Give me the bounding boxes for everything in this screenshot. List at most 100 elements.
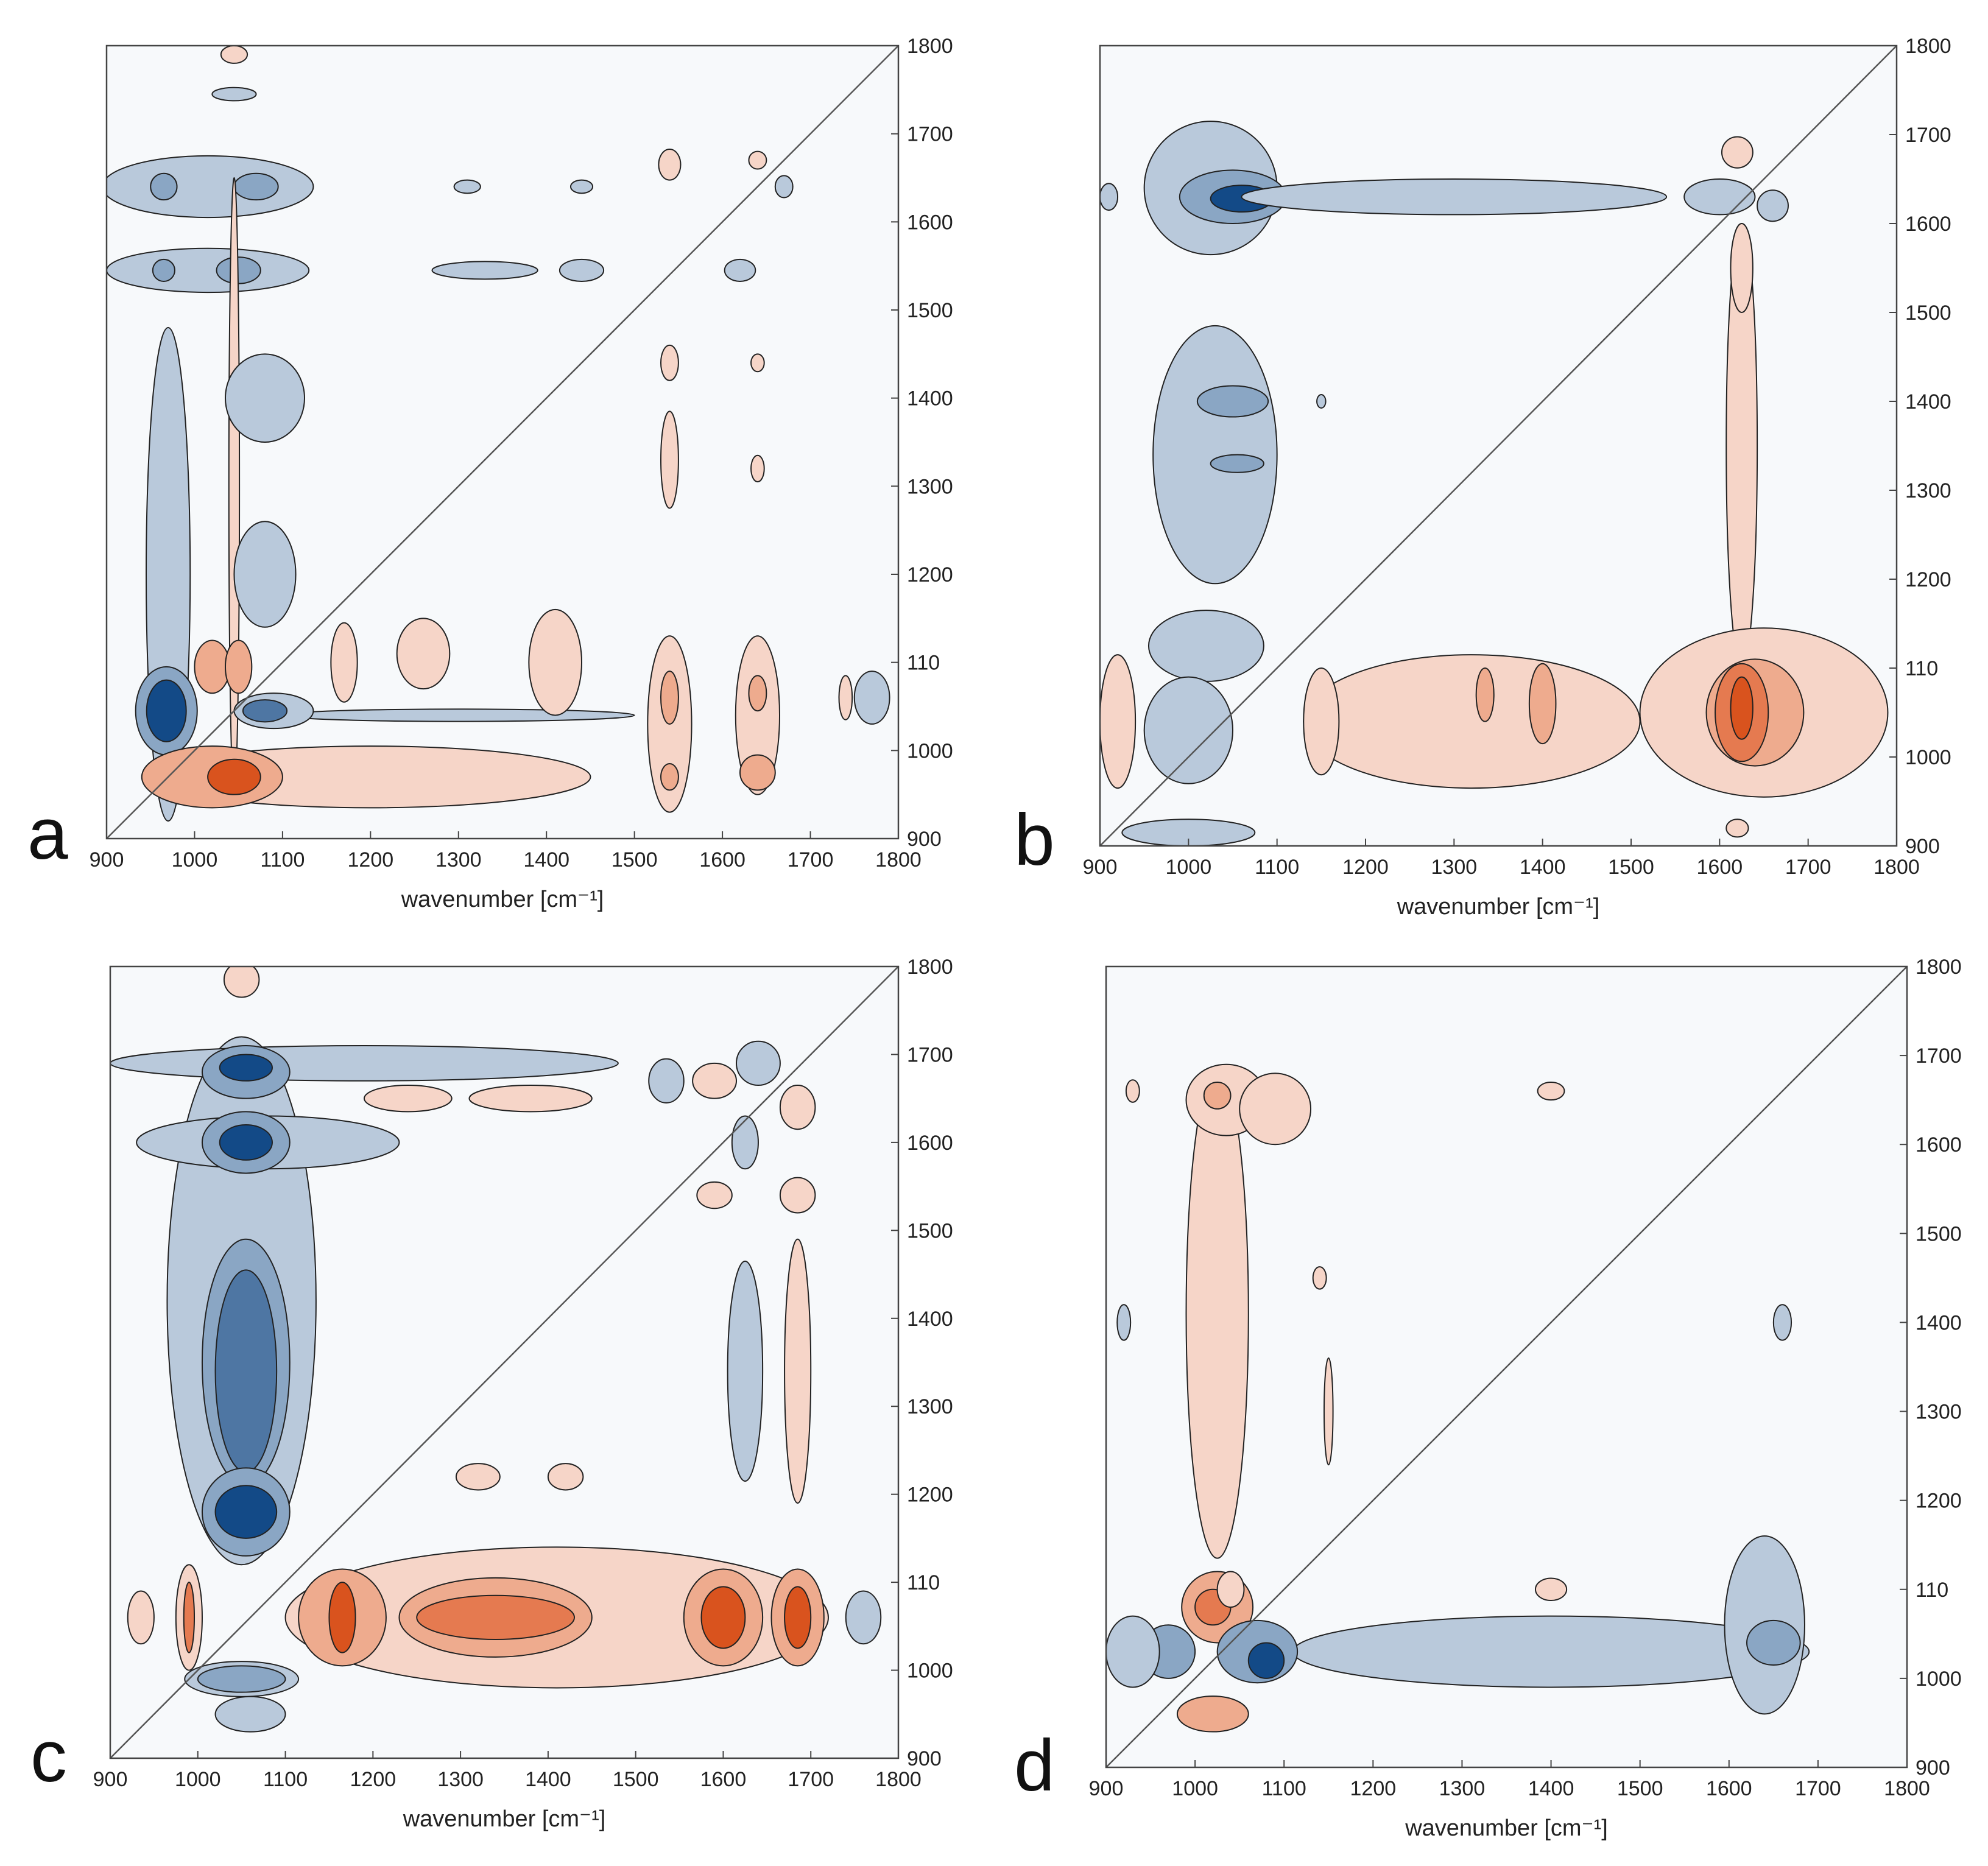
contour-region <box>660 671 679 725</box>
x-tick-label: 1400 <box>525 1768 571 1791</box>
contour-region <box>1216 1571 1245 1608</box>
y-tick-label: 1700 <box>1905 124 1951 147</box>
y-tick-label: 110 <box>907 652 940 675</box>
contour-region <box>784 1238 812 1504</box>
contour-region <box>211 86 257 102</box>
y-tick-label: 110 <box>1905 657 1938 680</box>
contour-region <box>1537 1081 1565 1101</box>
x-axis-label: wavenumber [cm⁻¹] <box>403 1806 606 1832</box>
y-tick-label: 1500 <box>907 1219 953 1242</box>
plot-frame <box>1099 44 1898 847</box>
contour-region <box>1239 1072 1312 1146</box>
contour-region <box>660 763 679 791</box>
contour-region <box>214 1485 278 1539</box>
plot-frame <box>109 965 900 1759</box>
x-tick-label: 900 <box>1083 856 1118 879</box>
x-axis-label: wavenumber [cm⁻¹] <box>401 887 604 912</box>
contour-region <box>1247 1642 1285 1679</box>
y-tick-label: 1300 <box>907 1395 953 1418</box>
x-tick-label: 1800 <box>1884 1777 1930 1800</box>
x-tick-label: 1600 <box>700 1768 747 1791</box>
y-tick-label: 1300 <box>907 475 953 498</box>
y-tick-label: 1200 <box>1905 568 1951 591</box>
y-tick-label: 1300 <box>1916 1401 1962 1424</box>
contour-region <box>1106 1615 1160 1688</box>
contour-region <box>1196 385 1269 418</box>
y-tick-label: 900 <box>907 1747 942 1770</box>
contour-region <box>223 966 260 998</box>
contour-region <box>453 179 481 194</box>
y-tick-label: 1400 <box>1905 390 1951 414</box>
x-tick-label: 1200 <box>1342 856 1389 879</box>
contour-region <box>1143 676 1234 784</box>
contour-region <box>110 1045 619 1082</box>
contour-region <box>1757 189 1789 222</box>
x-tick-label: 900 <box>93 1768 128 1791</box>
y-tick-label: 1500 <box>1916 1222 1962 1245</box>
x-axis-label: wavenumber [cm⁻¹] <box>1397 894 1600 920</box>
x-tick-label: 1700 <box>1795 1777 1841 1800</box>
x-tick-label: 1400 <box>1528 1777 1574 1800</box>
contour-region <box>1147 610 1264 682</box>
panel-label: b <box>1014 799 1055 881</box>
contour-region <box>1534 1577 1568 1602</box>
y-tick-label: 1800 <box>907 956 953 979</box>
contour-region <box>774 175 794 199</box>
contour-region <box>735 635 781 795</box>
contour-region <box>748 150 767 170</box>
x-axis-label: wavenumber [cm⁻¹] <box>1405 1815 1608 1841</box>
y-tick-label: 1300 <box>1905 479 1951 502</box>
contour-region <box>219 1124 273 1161</box>
contour-region <box>233 172 279 201</box>
diagonal <box>1105 966 1908 1768</box>
contour-region <box>700 1586 746 1649</box>
contour-region <box>152 258 175 282</box>
contour-region <box>1316 394 1327 409</box>
x-tick-label: 1600 <box>1706 1777 1752 1800</box>
x-tick-label: 1400 <box>1520 856 1566 879</box>
y-tick-label: 1600 <box>907 1132 953 1155</box>
contour-region <box>1100 183 1119 211</box>
contour-region <box>1303 654 1641 789</box>
y-tick-label: 1500 <box>1905 301 1951 325</box>
contour-region <box>1683 178 1756 216</box>
contour-region <box>779 1177 816 1214</box>
diagonal <box>106 45 899 839</box>
contour-region <box>1303 667 1340 776</box>
y-tick-label: 900 <box>1905 835 1940 858</box>
contour-region <box>853 671 890 725</box>
y-tick-label: 1000 <box>907 739 953 762</box>
contour-region <box>569 179 594 194</box>
x-tick-label: 1700 <box>788 848 834 871</box>
x-tick-label: 1800 <box>875 1768 922 1791</box>
contour-region <box>1730 676 1754 740</box>
x-tick-label: 1500 <box>1617 1777 1663 1800</box>
contour-region <box>1100 654 1137 789</box>
contour-region <box>559 258 605 282</box>
y-tick-label: 900 <box>1916 1756 1950 1780</box>
plot-frame <box>1105 965 1908 1769</box>
x-tick-label: 1200 <box>350 1768 397 1791</box>
x-tick-label: 1800 <box>875 848 922 871</box>
x-tick-label: 900 <box>1089 1777 1124 1800</box>
x-tick-label: 1000 <box>1166 856 1212 879</box>
x-tick-label: 1500 <box>1608 856 1654 879</box>
contour-region <box>1746 1619 1801 1666</box>
x-tick-label: 1600 <box>1697 856 1743 879</box>
contour-region <box>1241 178 1668 216</box>
plot-frame <box>105 44 900 840</box>
contour-region <box>1730 223 1754 313</box>
contour-region <box>1210 454 1264 473</box>
contour-region <box>416 1594 576 1641</box>
contour-region <box>1475 667 1495 722</box>
contour-region <box>660 344 679 381</box>
panel-label: a <box>27 793 68 875</box>
contour-region <box>750 353 765 373</box>
contour-layer <box>107 46 890 822</box>
x-tick-label: 1100 <box>260 848 305 871</box>
contour-region <box>220 46 248 64</box>
x-tick-label: 1700 <box>1785 856 1831 879</box>
contour-region <box>1528 663 1557 745</box>
contour-region <box>107 155 314 219</box>
